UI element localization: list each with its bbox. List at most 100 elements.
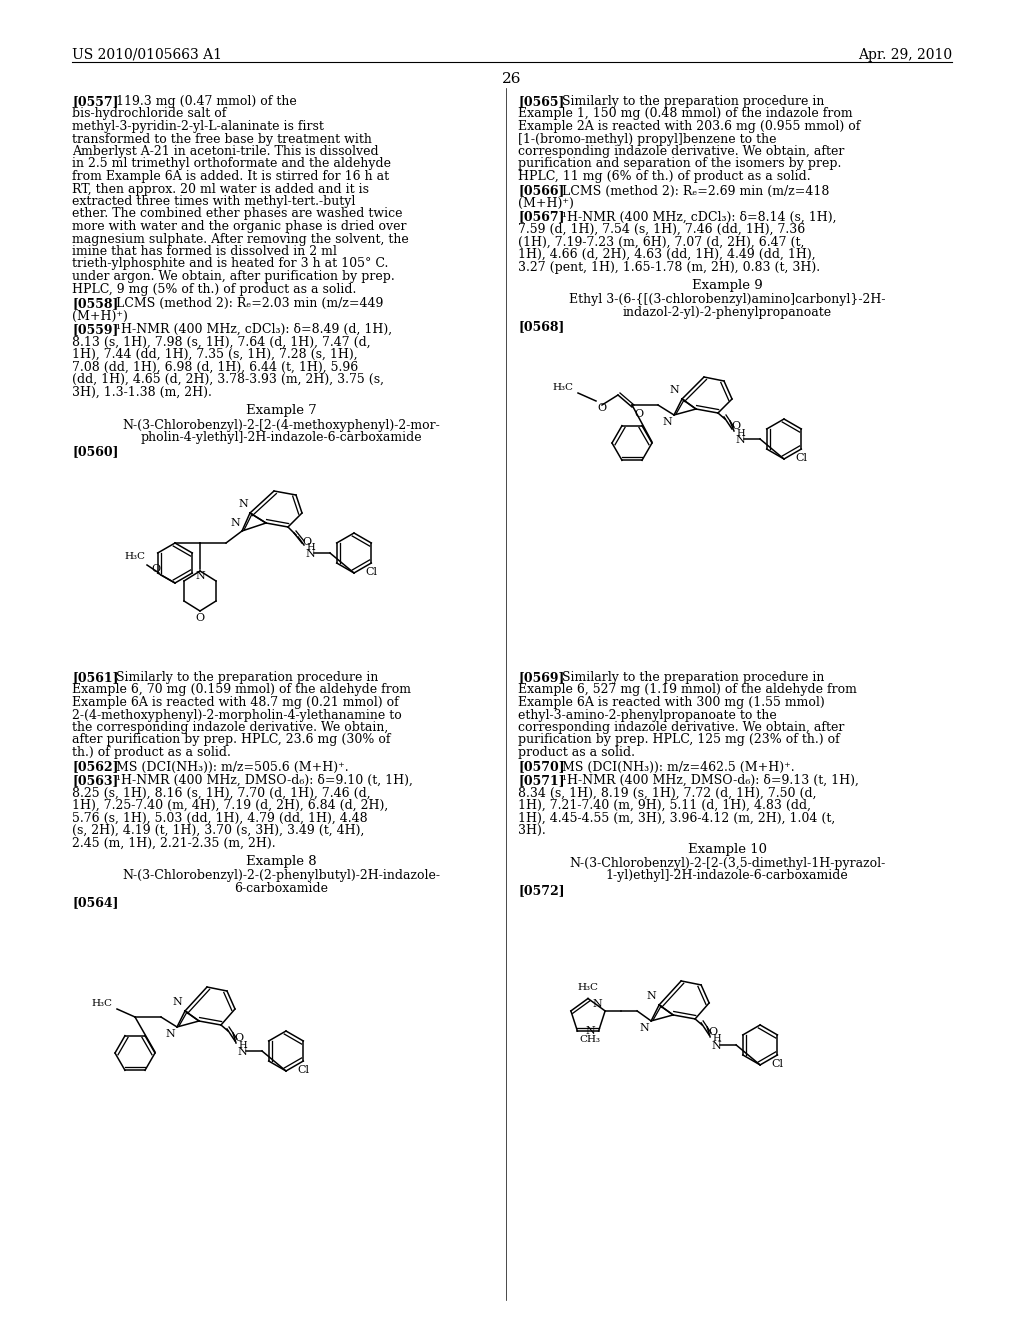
- Text: Example 6, 527 mg (1.19 mmol) of the aldehyde from: Example 6, 527 mg (1.19 mmol) of the ald…: [518, 684, 857, 697]
- Text: 6-carboxamide: 6-carboxamide: [234, 882, 328, 895]
- Text: transformed to the free base by treatment with: transformed to the free base by treatmen…: [72, 132, 372, 145]
- Text: 3.27 (pent, 1H), 1.65-1.78 (m, 2H), 0.83 (t, 3H).: 3.27 (pent, 1H), 1.65-1.78 (m, 2H), 0.83…: [518, 260, 820, 273]
- Text: HPLC, 11 mg (6% of th.) of product as a solid.: HPLC, 11 mg (6% of th.) of product as a …: [518, 170, 811, 183]
- Text: (1H), 7.19-7.23 (m, 6H), 7.07 (d, 2H), 6.47 (t,: (1H), 7.19-7.23 (m, 6H), 7.07 (d, 2H), 6…: [518, 235, 805, 248]
- Text: N: N: [305, 549, 314, 558]
- Text: bis-hydrochloride salt of: bis-hydrochloride salt of: [72, 107, 226, 120]
- Text: Similarly to the preparation procedure in: Similarly to the preparation procedure i…: [562, 671, 824, 684]
- Text: H₃C: H₃C: [578, 983, 598, 993]
- Text: purification and separation of the isomers by prep.: purification and separation of the isome…: [518, 157, 842, 170]
- Text: H: H: [306, 543, 314, 552]
- Text: trieth-ylphosphite and is heated for 3 h at 105° C.: trieth-ylphosphite and is heated for 3 h…: [72, 257, 388, 271]
- Text: indazol-2-yl)-2-phenylpropanoate: indazol-2-yl)-2-phenylpropanoate: [623, 306, 831, 319]
- Text: Cl: Cl: [771, 1059, 783, 1069]
- Text: the corresponding indazole derivative. We obtain,: the corresponding indazole derivative. W…: [72, 721, 388, 734]
- Text: Example 1, 150 mg (0.48 mmol) of the indazole from: Example 1, 150 mg (0.48 mmol) of the ind…: [518, 107, 853, 120]
- Text: 119.3 mg (0.47 mmol) of the: 119.3 mg (0.47 mmol) of the: [116, 95, 297, 108]
- Text: N: N: [172, 997, 182, 1007]
- Text: Example 6A is reacted with 48.7 mg (0.21 mmol) of: Example 6A is reacted with 48.7 mg (0.21…: [72, 696, 398, 709]
- Text: H₃C: H₃C: [91, 999, 112, 1008]
- Text: methyl-3-pyridin-2-yl-L-alaninate is first: methyl-3-pyridin-2-yl-L-alaninate is fir…: [72, 120, 324, 133]
- Text: extracted three times with methyl-tert.-butyl: extracted three times with methyl-tert.-…: [72, 195, 355, 209]
- Text: in 2.5 ml trimethyl orthoformate and the aldehyde: in 2.5 ml trimethyl orthoformate and the…: [72, 157, 391, 170]
- Text: ethyl-3-amino-2-phenylpropanoate to the: ethyl-3-amino-2-phenylpropanoate to the: [518, 709, 777, 722]
- Text: H₃C: H₃C: [124, 552, 145, 561]
- Text: Cl: Cl: [297, 1065, 309, 1074]
- Text: N: N: [165, 1030, 175, 1039]
- Text: [0566]: [0566]: [518, 185, 564, 198]
- Text: 7.59 (d, 1H), 7.54 (s, 1H), 7.46 (dd, 1H), 7.36: 7.59 (d, 1H), 7.54 (s, 1H), 7.46 (dd, 1H…: [518, 223, 805, 236]
- Text: N: N: [670, 385, 679, 395]
- Text: N: N: [663, 417, 672, 426]
- Text: O: O: [634, 409, 643, 418]
- Text: 5.76 (s, 1H), 5.03 (dd, 1H), 4.79 (dd, 1H), 4.48: 5.76 (s, 1H), 5.03 (dd, 1H), 4.79 (dd, 1…: [72, 812, 368, 825]
- Text: Example 2A is reacted with 203.6 mg (0.955 mmol) of: Example 2A is reacted with 203.6 mg (0.9…: [518, 120, 860, 133]
- Text: O: O: [731, 421, 740, 432]
- Text: magnesium sulphate. After removing the solvent, the: magnesium sulphate. After removing the s…: [72, 232, 409, 246]
- Text: LCMS (method 2): Rₑ=2.03 min (m/z=449: LCMS (method 2): Rₑ=2.03 min (m/z=449: [116, 297, 384, 310]
- Text: H: H: [712, 1035, 721, 1043]
- Text: Similarly to the preparation procedure in: Similarly to the preparation procedure i…: [562, 95, 824, 108]
- Text: [0561]: [0561]: [72, 671, 119, 684]
- Text: [0558]: [0558]: [72, 297, 119, 310]
- Text: [0557]: [0557]: [72, 95, 119, 108]
- Text: MS (DCI(NH₃)): m/z=462.5 (M+H)⁺.: MS (DCI(NH₃)): m/z=462.5 (M+H)⁺.: [562, 760, 795, 774]
- Text: Example 6A is reacted with 300 mg (1.55 mmol): Example 6A is reacted with 300 mg (1.55 …: [518, 696, 824, 709]
- Text: (M+H)⁺): (M+H)⁺): [72, 309, 128, 322]
- Text: N-(3-Chlorobenzyl)-2-(2-phenylbutyl)-2H-indazole-: N-(3-Chlorobenzyl)-2-(2-phenylbutyl)-2H-…: [122, 870, 440, 883]
- Text: N: N: [592, 999, 602, 1008]
- Text: N: N: [230, 517, 240, 528]
- Text: O: O: [196, 612, 205, 623]
- Text: CH₃: CH₃: [580, 1035, 600, 1044]
- Text: N: N: [646, 991, 656, 1001]
- Text: 26: 26: [502, 73, 522, 86]
- Text: corresponding indazole derivative. We obtain, after: corresponding indazole derivative. We ob…: [518, 145, 845, 158]
- Text: Example 9: Example 9: [691, 279, 763, 292]
- Text: [0563]: [0563]: [72, 774, 119, 787]
- Text: 8.25 (s, 1H), 8.16 (s, 1H), 7.70 (d, 1H), 7.46 (d,: 8.25 (s, 1H), 8.16 (s, 1H), 7.70 (d, 1H)…: [72, 787, 371, 800]
- Text: [0567]: [0567]: [518, 210, 564, 223]
- Text: [0571]: [0571]: [518, 774, 564, 787]
- Text: N: N: [237, 1047, 247, 1057]
- Text: 2.45 (m, 1H), 2.21-2.35 (m, 2H).: 2.45 (m, 1H), 2.21-2.35 (m, 2H).: [72, 837, 275, 850]
- Text: ether. The combined ether phases are washed twice: ether. The combined ether phases are was…: [72, 207, 402, 220]
- Text: [0560]: [0560]: [72, 446, 119, 458]
- Text: from Example 6A is added. It is stirred for 16 h at: from Example 6A is added. It is stirred …: [72, 170, 389, 183]
- Text: H: H: [736, 429, 744, 437]
- Text: [0568]: [0568]: [518, 321, 564, 334]
- Text: N: N: [586, 1026, 596, 1036]
- Text: product as a solid.: product as a solid.: [518, 746, 635, 759]
- Text: O: O: [302, 537, 311, 546]
- Text: Example 6, 70 mg (0.159 mmol) of the aldehyde from: Example 6, 70 mg (0.159 mmol) of the ald…: [72, 684, 411, 697]
- Text: O: O: [709, 1027, 717, 1038]
- Text: 1H), 7.21-7.40 (m, 9H), 5.11 (d, 1H), 4.83 (dd,: 1H), 7.21-7.40 (m, 9H), 5.11 (d, 1H), 4.…: [518, 799, 811, 812]
- Text: 1H), 4.66 (d, 2H), 4.63 (dd, 1H), 4.49 (dd, 1H),: 1H), 4.66 (d, 2H), 4.63 (dd, 1H), 4.49 (…: [518, 248, 816, 261]
- Text: Similarly to the preparation procedure in: Similarly to the preparation procedure i…: [116, 671, 379, 684]
- Text: Apr. 29, 2010: Apr. 29, 2010: [858, 48, 952, 62]
- Text: th.) of product as a solid.: th.) of product as a solid.: [72, 746, 230, 759]
- Text: 1H), 4.45-4.55 (m, 3H), 3.96-4.12 (m, 2H), 1.04 (t,: 1H), 4.45-4.55 (m, 3H), 3.96-4.12 (m, 2H…: [518, 812, 836, 825]
- Text: corresponding indazole derivative. We obtain, after: corresponding indazole derivative. We ob…: [518, 721, 845, 734]
- Text: 1H), 7.44 (dd, 1H), 7.35 (s, 1H), 7.28 (s, 1H),: 1H), 7.44 (dd, 1H), 7.35 (s, 1H), 7.28 (…: [72, 348, 357, 360]
- Text: Example 8: Example 8: [246, 855, 316, 869]
- Text: under argon. We obtain, after purification by prep.: under argon. We obtain, after purificati…: [72, 271, 394, 282]
- Text: LCMS (method 2): Rₑ=2.69 min (m/z=418: LCMS (method 2): Rₑ=2.69 min (m/z=418: [562, 185, 829, 198]
- Text: (s, 2H), 4.19 (t, 1H), 3.70 (s, 3H), 3.49 (t, 4H),: (s, 2H), 4.19 (t, 1H), 3.70 (s, 3H), 3.4…: [72, 824, 365, 837]
- Text: [0564]: [0564]: [72, 896, 119, 909]
- Text: RT, then approx. 20 ml water is added and it is: RT, then approx. 20 ml water is added an…: [72, 182, 369, 195]
- Text: [0562]: [0562]: [72, 760, 119, 774]
- Text: ¹H-NMR (400 MHz, cDCl₃): δ=8.14 (s, 1H),: ¹H-NMR (400 MHz, cDCl₃): δ=8.14 (s, 1H),: [562, 210, 837, 223]
- Text: N-(3-Chlorobenzyl)-2-[2-(4-methoxyphenyl)-2-mor-: N-(3-Chlorobenzyl)-2-[2-(4-methoxyphenyl…: [122, 418, 440, 432]
- Text: US 2010/0105663 A1: US 2010/0105663 A1: [72, 48, 222, 62]
- Text: [1-(bromo-methyl) propyl]benzene to the: [1-(bromo-methyl) propyl]benzene to the: [518, 132, 776, 145]
- Text: MS (DCI(NH₃)): m/z=505.6 (M+H)⁺.: MS (DCI(NH₃)): m/z=505.6 (M+H)⁺.: [116, 760, 349, 774]
- Text: Example 10: Example 10: [687, 842, 767, 855]
- Text: 3H).: 3H).: [518, 824, 546, 837]
- Text: H: H: [238, 1040, 247, 1049]
- Text: Amberlyst A-21 in acetoni-trile. This is dissolved: Amberlyst A-21 in acetoni-trile. This is…: [72, 145, 379, 158]
- Text: N: N: [711, 1041, 721, 1051]
- Text: N: N: [196, 572, 205, 581]
- Text: O: O: [597, 403, 606, 413]
- Text: [0570]: [0570]: [518, 760, 564, 774]
- Text: (dd, 1H), 4.65 (d, 2H), 3.78-3.93 (m, 2H), 3.75 (s,: (dd, 1H), 4.65 (d, 2H), 3.78-3.93 (m, 2H…: [72, 374, 384, 385]
